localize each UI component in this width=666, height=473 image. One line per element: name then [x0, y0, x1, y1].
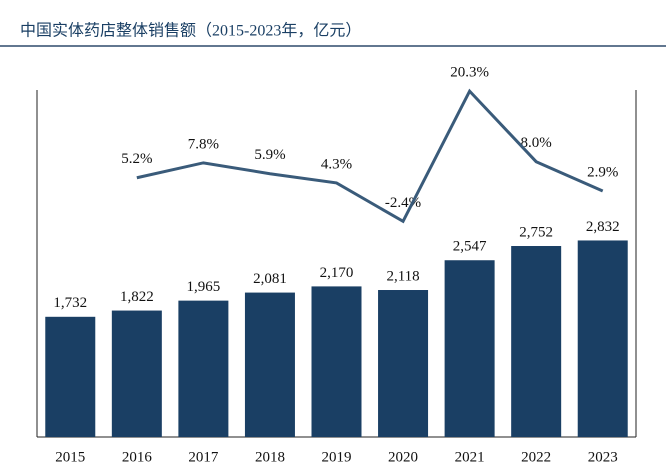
data-label: 1,965 [187, 279, 221, 295]
data-label: 1,822 [120, 289, 154, 305]
data-label: 5.2% [121, 151, 152, 167]
x-tick-label: 2015 [55, 449, 85, 465]
x-tick-label: 2018 [255, 449, 285, 465]
line [136, 88, 604, 224]
data-label: 8.0% [521, 135, 552, 151]
bar [111, 310, 162, 437]
data-label: 7.8% [188, 136, 219, 152]
x-tick-label: 2017 [188, 449, 219, 465]
x-tick-label: 2023 [588, 449, 618, 465]
data-label: 2.9% [587, 164, 618, 180]
x-tick-label: 2019 [322, 449, 352, 465]
data-label: 5.9% [254, 147, 285, 163]
data-label: 2,081 [253, 271, 287, 287]
bar [178, 300, 229, 437]
data-label: 2,832 [586, 219, 620, 235]
x-tick-label: 2020 [388, 449, 418, 465]
x-tick-label: 2021 [455, 449, 485, 465]
bar [444, 260, 495, 437]
data-label: 4.3% [321, 156, 352, 172]
x-tick-label: 2016 [122, 449, 153, 465]
bar [511, 246, 562, 437]
data-label: 1,732 [53, 295, 87, 311]
data-label: 2,752 [519, 224, 553, 240]
data-label: 2,118 [386, 268, 419, 284]
data-label: 2,547 [453, 239, 487, 255]
bar [45, 316, 96, 437]
bar [244, 292, 295, 437]
bar [378, 290, 429, 437]
data-label: 2,170 [320, 265, 354, 281]
x-tick-label: 2022 [521, 449, 551, 465]
data-label: 20.3% [450, 65, 489, 81]
bar [577, 240, 628, 437]
bar [311, 286, 362, 437]
chart-title: 中国实体药店整体销售额（2015-2023年，亿元） [20, 22, 361, 40]
